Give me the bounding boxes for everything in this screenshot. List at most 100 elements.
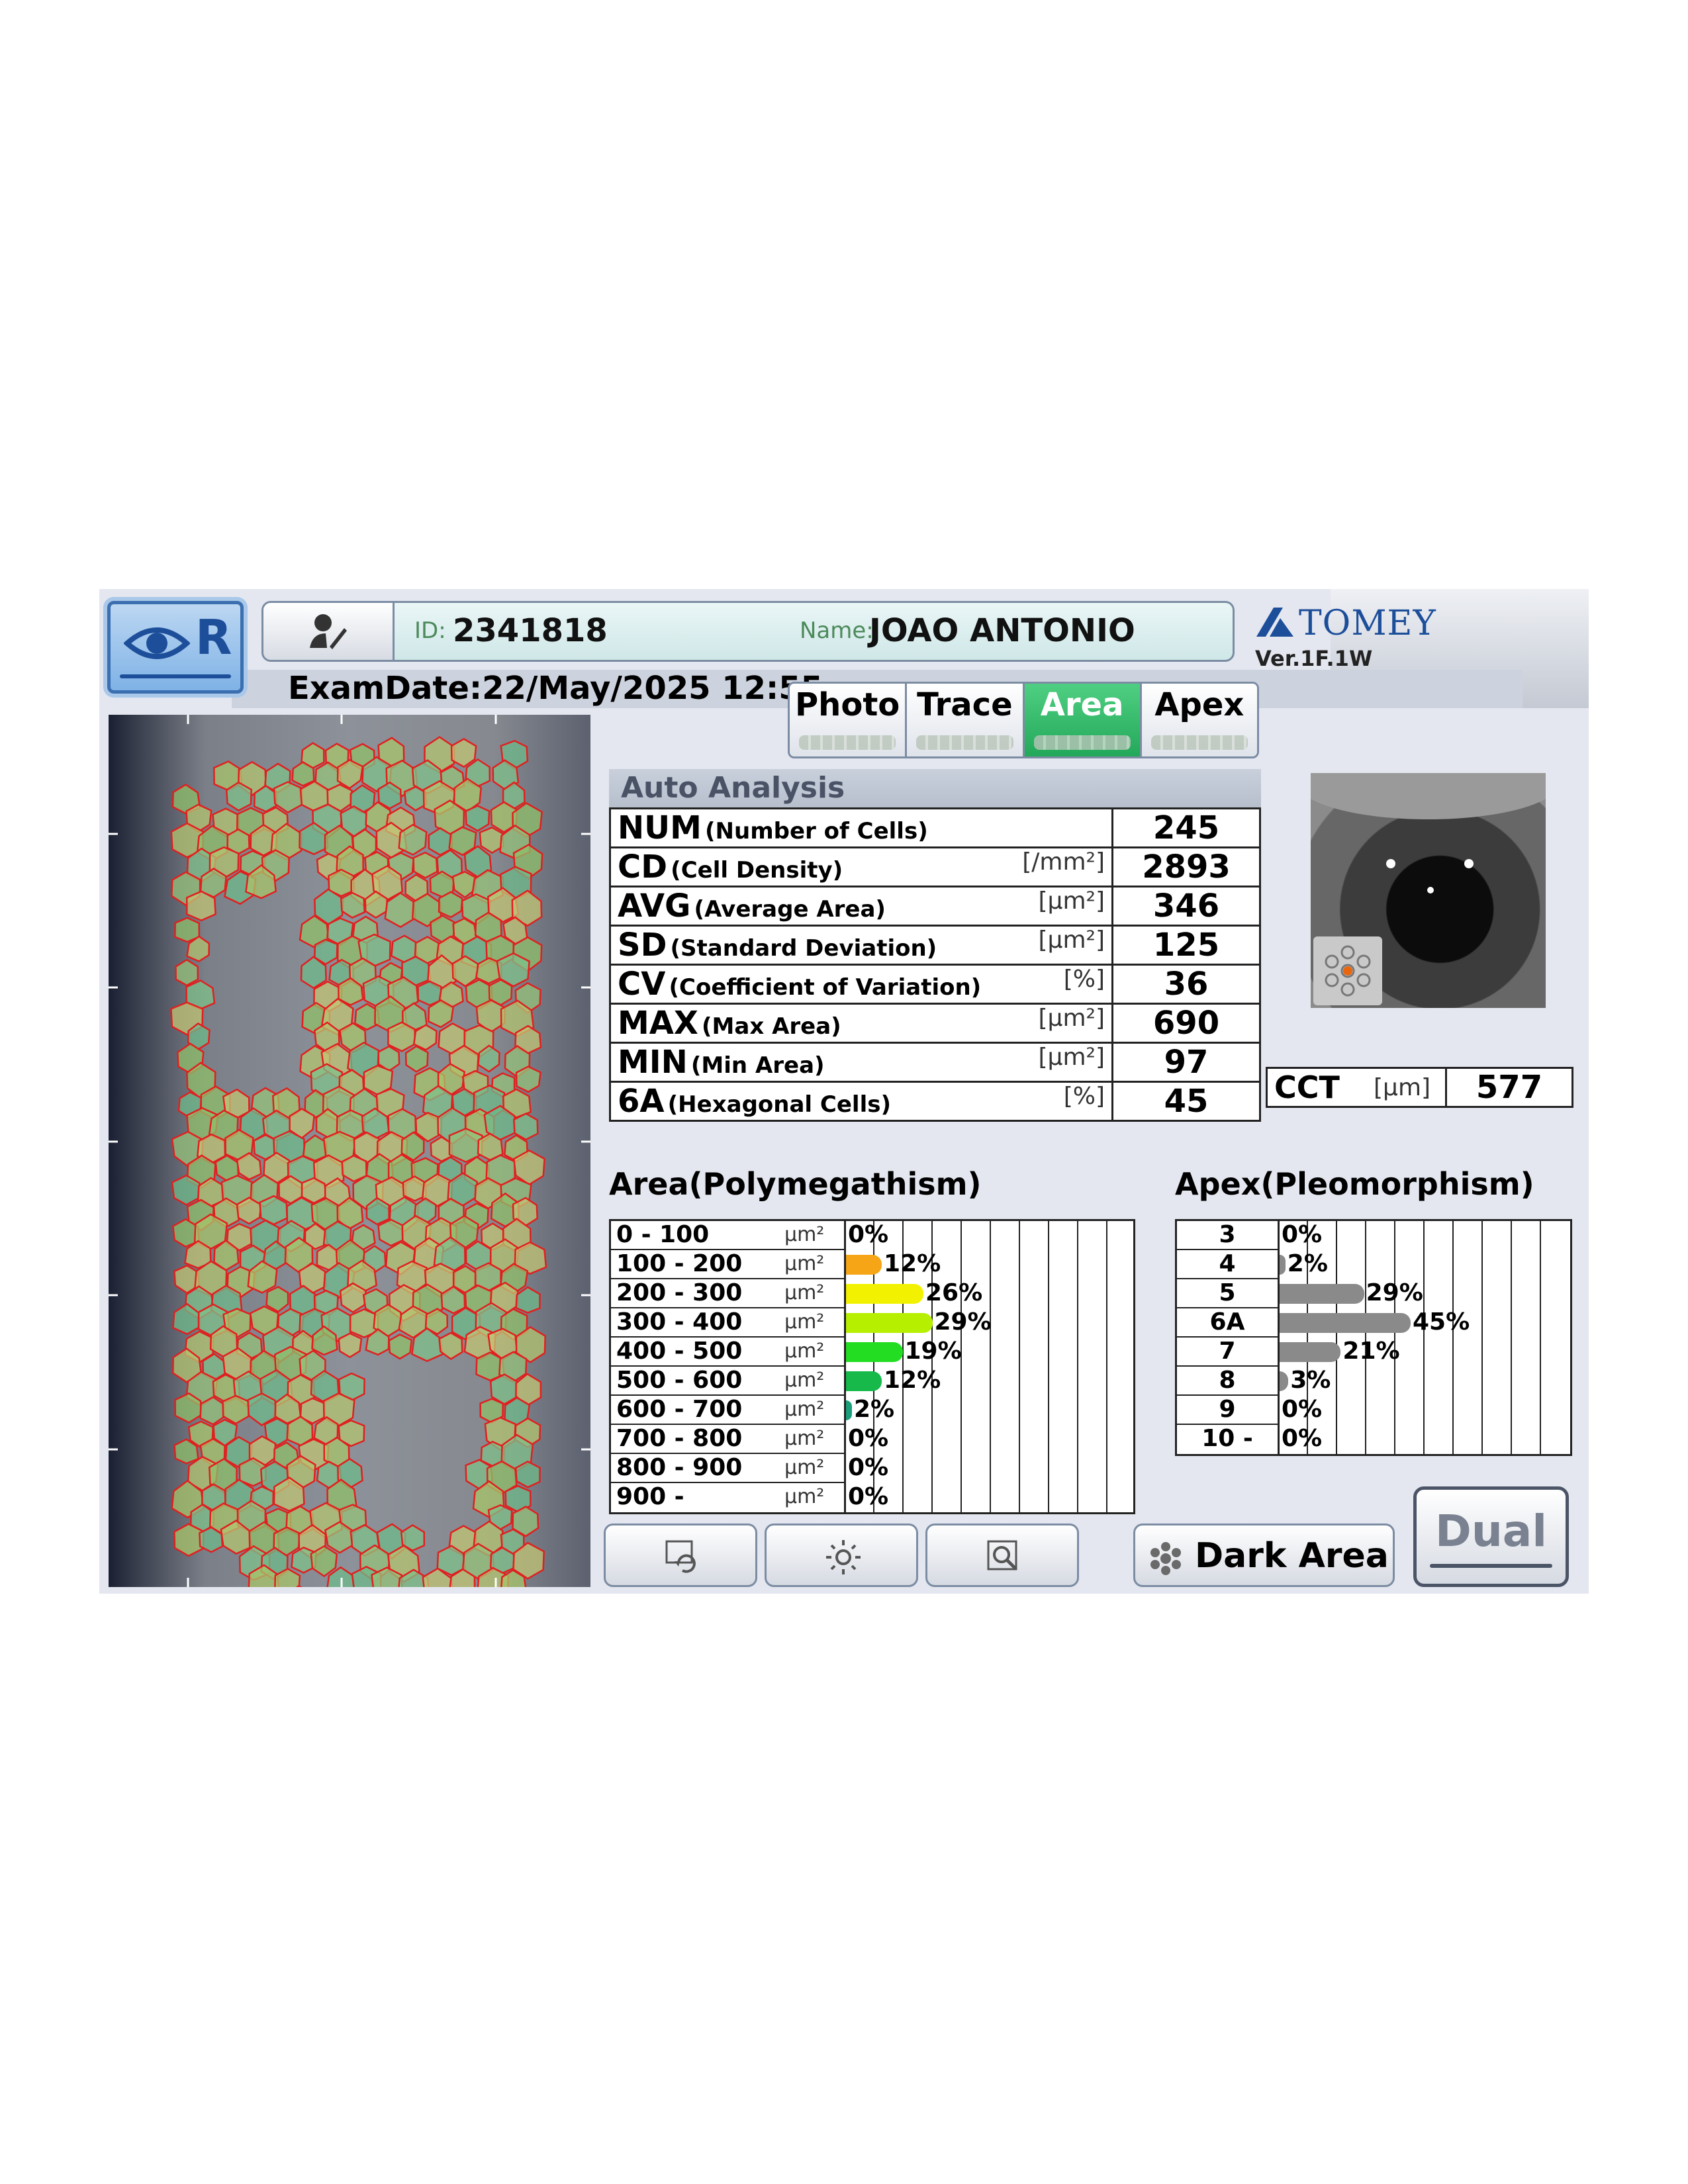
histogram-row-label: 800 - 900 xyxy=(616,1454,743,1481)
cell-polygon xyxy=(388,1333,413,1360)
analysis-abbr: AVG xyxy=(618,887,691,925)
brightness-button[interactable] xyxy=(765,1524,918,1587)
cell-polygon xyxy=(340,891,365,919)
tab-apex[interactable]: Apex xyxy=(1141,684,1257,756)
analysis-full-name: (Number of Cells) xyxy=(705,818,928,844)
tab-cells-thumbnail xyxy=(799,735,896,750)
histogram-percent: 2% xyxy=(1287,1250,1328,1277)
histogram-percent: 0% xyxy=(1282,1425,1323,1452)
zoom-button[interactable] xyxy=(925,1524,1079,1587)
eyelid xyxy=(1311,773,1546,819)
patient-edit-button[interactable] xyxy=(263,603,395,660)
histogram-percent: 12% xyxy=(884,1250,941,1277)
analysis-value: 125 xyxy=(1111,925,1261,966)
tab-trace[interactable]: Trace xyxy=(907,684,1025,756)
row-separator xyxy=(611,1482,844,1483)
analysis-label-cell: NUM (Number of Cells) xyxy=(609,807,1113,848)
cell-polygon xyxy=(341,1154,367,1183)
analysis-value: 97 xyxy=(1111,1042,1261,1083)
analysis-row: MIN (Min Area) [μm²] 97 xyxy=(609,1042,1261,1083)
fixation-icon[interactable] xyxy=(1313,936,1382,1005)
cell-polygon xyxy=(412,1024,438,1051)
analysis-label-cell: SD (Standard Deviation) [μm²] xyxy=(609,925,1113,966)
histogram-percent: 0% xyxy=(848,1221,889,1248)
analysis-label-cell: CV (Coefficient of Variation) [%] xyxy=(609,964,1113,1005)
analysis-unit: [%] xyxy=(1063,1083,1105,1110)
grid-line xyxy=(1511,1221,1512,1454)
cell-polygon xyxy=(337,977,364,1006)
analysis-unit: [%] xyxy=(1063,966,1105,993)
cell-polygon xyxy=(300,956,327,989)
dual-button[interactable]: Dual xyxy=(1413,1486,1569,1587)
grid-line xyxy=(1481,1221,1483,1454)
histogram-percent: 2% xyxy=(854,1396,895,1423)
histogram-row: 500 - 600 μm² xyxy=(611,1367,844,1396)
cell-polygon xyxy=(479,826,504,854)
grid-line xyxy=(1307,1221,1308,1454)
eye-select-button[interactable]: R xyxy=(107,601,244,694)
image-rotate-button[interactable] xyxy=(604,1524,757,1587)
apex-histogram: 3 0% 4 2% 5 29% 6A 45% 7 21% 8 3% 9 0% 10 - 0% xyxy=(1175,1219,1572,1456)
histogram-unit: μm² xyxy=(784,1310,825,1334)
analysis-label-cell: MAX (Max Area) [μm²] xyxy=(609,1003,1113,1044)
tab-label: Apex xyxy=(1154,686,1244,723)
tab-photo[interactable]: Photo xyxy=(790,684,908,756)
histogram-row: 7 xyxy=(1177,1338,1278,1367)
user-edit-icon xyxy=(310,614,347,649)
cell-polygon xyxy=(336,758,364,790)
analysis-value: 45 xyxy=(1111,1081,1261,1122)
histogram-percent: 19% xyxy=(904,1338,962,1365)
histogram-percent: 21% xyxy=(1342,1338,1400,1365)
analysis-abbr: MAX xyxy=(618,1005,698,1042)
histogram-row: 400 - 500 μm² xyxy=(611,1338,844,1367)
histogram-unit: μm² xyxy=(784,1223,825,1246)
cell-polygon xyxy=(477,1044,500,1073)
tab-label: Trace xyxy=(917,686,1013,723)
analysis-full-name: (Cell Density) xyxy=(671,857,843,884)
cell-polygon xyxy=(259,1195,288,1226)
histogram-bar xyxy=(1280,1371,1289,1391)
histogram-row: 9 xyxy=(1177,1396,1278,1425)
reflection xyxy=(1464,859,1474,868)
row-separator xyxy=(611,1336,844,1338)
endothelium-cell-image[interactable] xyxy=(109,715,590,1587)
row-separator xyxy=(1177,1424,1278,1425)
tab-label: Area xyxy=(1040,686,1124,723)
cell-polygon xyxy=(172,1347,203,1383)
cell-polygon xyxy=(514,1241,547,1275)
analysis-value: 245 xyxy=(1111,807,1261,848)
analysis-abbr: 6A xyxy=(618,1083,665,1120)
row-separator xyxy=(1177,1394,1278,1396)
cell-polygon xyxy=(398,823,428,856)
cell-polygon xyxy=(171,784,201,815)
cell-polygon xyxy=(450,738,477,768)
tab-area[interactable]: Area xyxy=(1024,684,1142,756)
histogram-row-label: 8 xyxy=(1219,1367,1236,1394)
histogram-bar xyxy=(1280,1313,1411,1333)
histogram-row-label: 100 - 200 xyxy=(616,1250,743,1277)
analysis-row: SD (Standard Deviation) [μm²] 125 xyxy=(609,925,1261,966)
tomey-logo-icon xyxy=(1256,608,1293,637)
histogram-row: 200 - 300 μm² xyxy=(611,1279,844,1308)
auto-analysis-title: Auto Analysis xyxy=(609,769,1261,807)
histogram-unit: μm² xyxy=(784,1252,825,1275)
row-separator xyxy=(1177,1336,1278,1338)
cell-polygon xyxy=(377,781,402,810)
analysis-abbr: MIN xyxy=(618,1044,688,1081)
cell-polygon xyxy=(465,805,491,832)
histogram-row: 800 - 900 μm² xyxy=(611,1454,844,1483)
histogram-row-label: 300 - 400 xyxy=(616,1308,743,1336)
analysis-unit: [μm²] xyxy=(1038,1044,1105,1071)
eye-photo xyxy=(1311,773,1546,1008)
cell-polygon xyxy=(173,1438,199,1465)
cell-polygon xyxy=(515,1066,541,1093)
dark-area-button[interactable]: Dark Area xyxy=(1133,1524,1395,1587)
eye-button-underline xyxy=(120,674,231,678)
histogram-row: 5 xyxy=(1177,1279,1278,1308)
analysis-abbr: NUM xyxy=(618,809,702,846)
histogram-bar xyxy=(1280,1255,1286,1275)
reflection xyxy=(1386,859,1395,868)
cell-polygon xyxy=(338,1332,363,1359)
histogram-percent: 12% xyxy=(884,1367,941,1394)
cell-polygon xyxy=(273,781,303,814)
